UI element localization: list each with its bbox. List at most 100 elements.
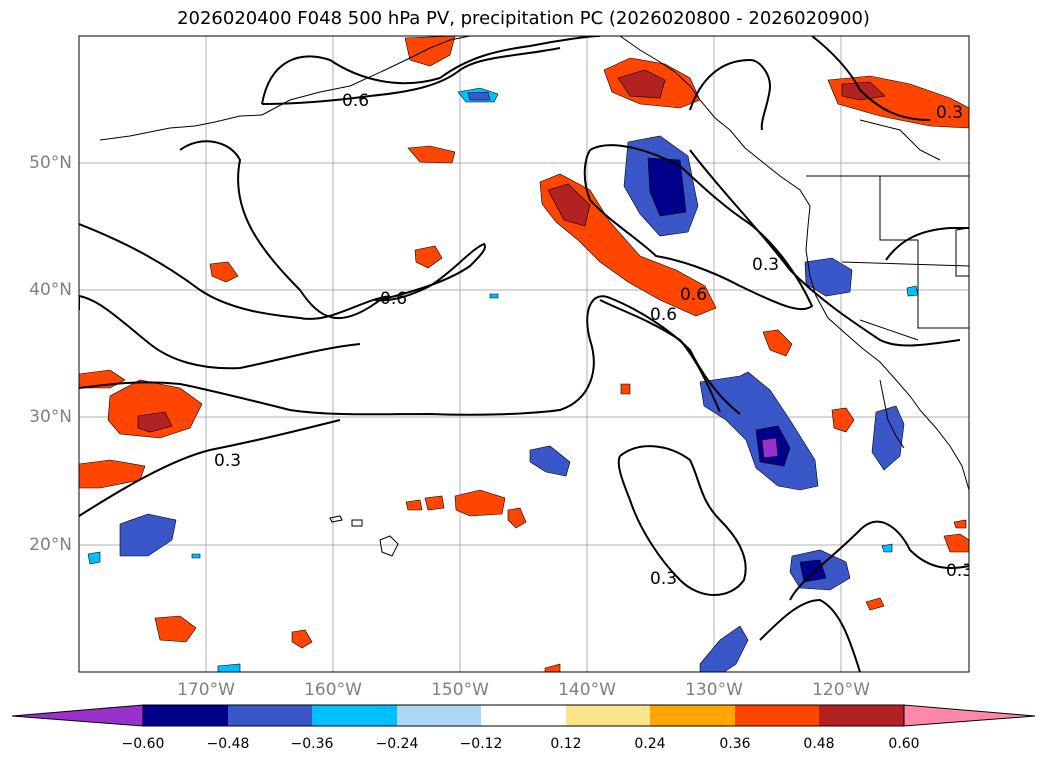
contour-label: 0.6: [650, 305, 677, 325]
anomaly-neg-19n-b: [191, 553, 201, 559]
contour-label: 0.3: [946, 561, 973, 581]
colorbar-bin: [312, 705, 397, 726]
lat-label: 50°N: [29, 153, 72, 173]
us-state-border-5: [955, 227, 969, 277]
colorbar-bin: [143, 705, 228, 726]
contour-0.3-west: [79, 294, 361, 370]
anomaly-small-30n: [831, 407, 855, 433]
colorbar-arrow-right: [903, 704, 1036, 727]
colorbar-bin: [481, 705, 566, 726]
colorbar-bin: [228, 705, 312, 726]
anomaly-neg-bottom: [699, 625, 749, 672]
colorbar-tick: 0.48: [803, 736, 835, 752]
colorbar-tick: −0.24: [375, 736, 419, 752]
map-area: 0.6 0.6 0.3 0.6 0.6 0.3 0.3 0.3 0.3: [79, 36, 973, 672]
us-state-border-4: [859, 319, 919, 341]
contour-0.3-east: [689, 58, 772, 131]
anomaly-small-13n: [154, 615, 197, 643]
colorbar-tick: 0.24: [634, 736, 666, 752]
contour-labels: 0.6 0.6 0.3 0.6 0.6 0.3 0.3 0.3 0.3: [214, 91, 973, 589]
contour-0.3-se: [789, 520, 969, 601]
anomaly-west-pacific-2-core: [137, 411, 173, 433]
anomaly-neg-20n: [881, 543, 893, 553]
alaska-coast: [261, 36, 471, 116]
anomaly-small-21n: [943, 533, 969, 553]
anomaly-hawaii-2: [424, 495, 445, 511]
contour-label: 0.6: [380, 289, 407, 309]
anomaly-canada-east-core: [841, 81, 886, 101]
lat-label: 40°N: [29, 280, 72, 300]
colorbar: [11, 704, 1036, 727]
contour-0.3-south: [79, 295, 741, 416]
lat-label: 30°N: [29, 407, 72, 427]
contour-0.3-trough-outer: [689, 149, 961, 347]
negative-precip-anomalies: [87, 87, 919, 672]
canada-interior-lakes: [859, 119, 941, 161]
contour-0.6-west-outer: [79, 223, 391, 320]
anomaly-hawaii-3: [454, 489, 506, 517]
lon-label: 140°W: [558, 680, 616, 700]
contour-0.6-west: [179, 140, 486, 319]
anomaly-neg-27n: [529, 445, 571, 477]
lon-label: 120°W: [812, 680, 870, 700]
anomaly-neg-baja: [871, 405, 905, 471]
colorbar-tick: 0.12: [550, 736, 582, 752]
colorbar-bin: [819, 705, 904, 726]
hawaii-2: [329, 515, 343, 523]
colorbar-tick: −0.12: [459, 736, 503, 752]
graticule: [79, 36, 969, 672]
contour-0.3-bottom: [617, 445, 747, 596]
anomaly-small-35n: [762, 329, 793, 357]
anomaly-neg-small-39n: [906, 285, 919, 297]
us-state-border-3: [917, 240, 969, 329]
us-state-border-1: [879, 176, 918, 241]
colorbar-bin: [397, 705, 481, 726]
colorbar-tick: −0.60: [121, 736, 165, 752]
colorbar-arrow-left: [11, 704, 144, 727]
anomaly-bc-coast-core: [617, 69, 666, 99]
anomaly-hawaii-4: [507, 507, 527, 529]
lat-label: 20°N: [29, 535, 72, 555]
hawaii-3: [351, 519, 363, 527]
lon-label: 150°W: [431, 680, 489, 700]
baja-coast: [879, 379, 905, 449]
anomaly-neg-small-40n: [489, 293, 499, 299]
anomaly-small-32n: [620, 383, 631, 395]
anomaly-neg-18n-core: [799, 559, 827, 583]
hawaii-1: [379, 535, 399, 557]
pv-contours: [79, 36, 969, 672]
contour-0.3-inland: [885, 227, 969, 261]
contour-0.6-trough: [583, 144, 814, 311]
contour-0.6-north: [261, 36, 601, 105]
colorbar-tick: 0.60: [888, 736, 920, 752]
contour-label: 0.3: [650, 569, 677, 589]
anomaly-neg-subtropical-peak: [761, 437, 779, 459]
anomaly-west-pacific-3: [79, 459, 146, 489]
anomaly-hawaii-1: [405, 499, 423, 511]
lon-label: 160°W: [304, 680, 362, 700]
coastlines: [99, 36, 969, 557]
us-state-border-2: [841, 261, 969, 267]
anomaly-small-bottom: [544, 663, 561, 672]
colorbar-tick: −0.36: [290, 736, 334, 752]
anomaly-small-14n: [865, 597, 885, 611]
contour-label: 0.3: [214, 451, 241, 471]
contour-0.3-subtropic: [79, 419, 341, 517]
anomaly-neg-bc-core: [647, 157, 687, 217]
colorbar-bin: [650, 705, 735, 726]
colorbar-tick: −0.48: [206, 736, 250, 752]
colorbar-bin: [566, 705, 650, 726]
anomaly-small-52n: [407, 145, 456, 164]
anomaly-small-42n: [414, 245, 443, 269]
contour-label: 0.3: [936, 103, 963, 123]
aleutian-islands: [99, 114, 263, 141]
anomaly-small-39n: [209, 261, 239, 283]
anomaly-ar-core: [547, 183, 591, 227]
anomaly-neg-21n: [119, 513, 177, 557]
contour-0.3-coastal: [811, 36, 931, 121]
contour-label: 0.3: [752, 255, 779, 275]
anomaly-small-21n-b: [953, 519, 967, 529]
map-frame: [78, 35, 970, 673]
lon-label: 130°W: [685, 680, 743, 700]
